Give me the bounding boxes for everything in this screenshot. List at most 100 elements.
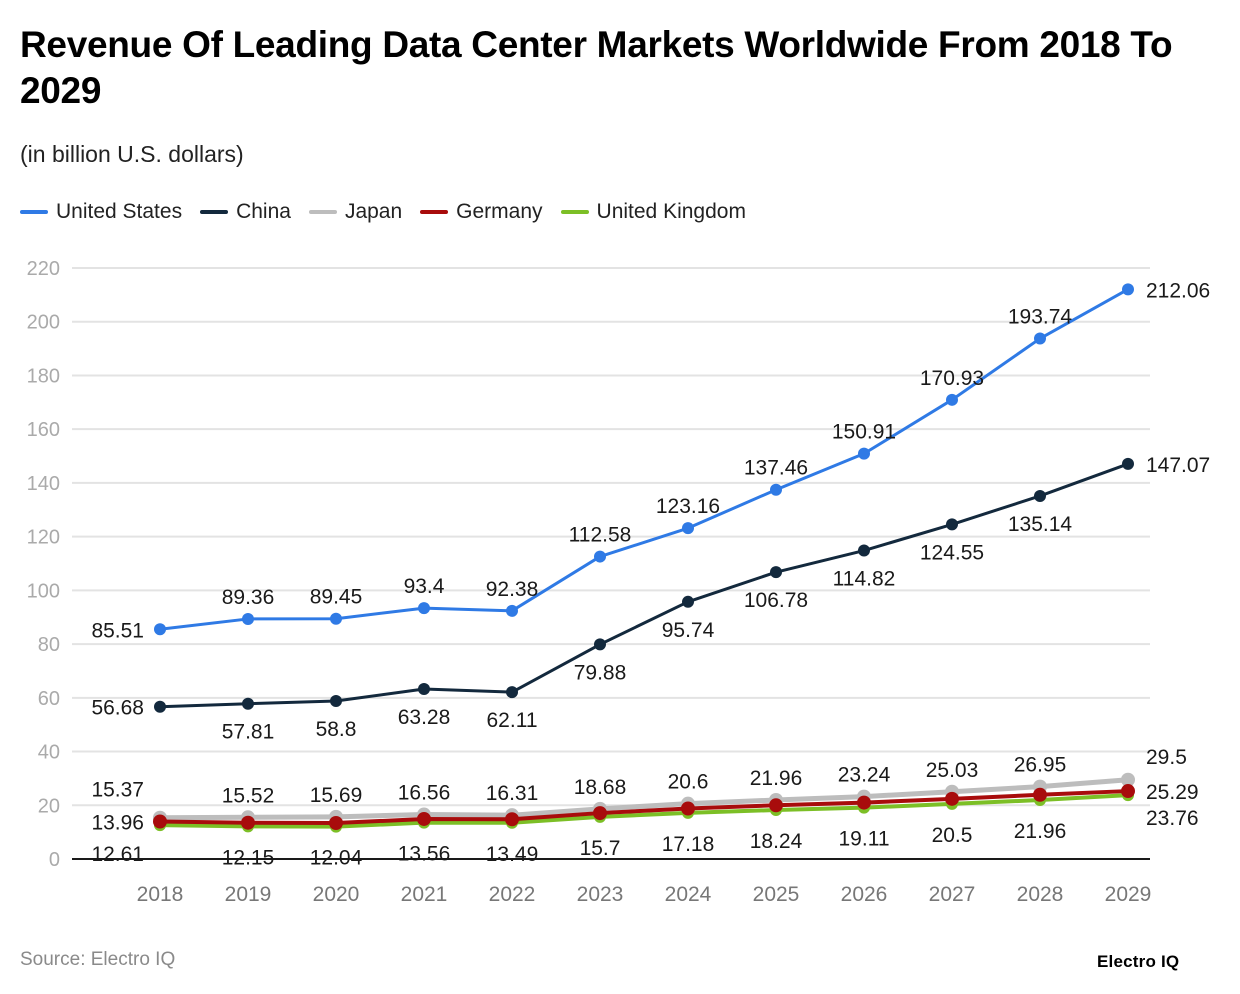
brand-logo: Electro IQ [1097, 952, 1180, 971]
data-point-germany[interactable] [153, 814, 167, 829]
series-germany [153, 784, 1135, 831]
y-axis-ticks: 0 20 40 60 80 100 120 140 160 180 200 220 [27, 258, 60, 871]
data-point-united-states[interactable] [506, 604, 518, 617]
data-label: 12.04 [310, 847, 363, 870]
data-point-china[interactable] [418, 683, 430, 696]
data-point-germany[interactable] [769, 798, 783, 813]
data-label: 106.78 [744, 589, 808, 612]
series-line-japan [159, 777, 1129, 821]
data-point-china[interactable] [154, 700, 166, 713]
data-point-germany[interactable] [505, 812, 519, 827]
legend-item-germany[interactable]: Germany [420, 200, 543, 224]
data-label: 170.93 [920, 367, 984, 390]
x-tick-label: 2024 [665, 883, 712, 906]
data-label: 85.51 [91, 619, 144, 642]
y-tick-label: 180 [27, 365, 60, 387]
data-label: 62.11 [487, 709, 538, 732]
data-label: 15.37 [91, 779, 144, 802]
legend-item-japan[interactable]: Japan [308, 200, 402, 224]
data-point-china[interactable] [1122, 457, 1134, 470]
legend-item-united-kingdom[interactable]: United Kingdom [560, 200, 746, 224]
data-point-china[interactable] [506, 686, 518, 699]
y-tick-label: 0 [49, 849, 60, 871]
data-label: 137.46 [744, 457, 808, 480]
x-axis-ticks: 2018 2019 2020 2021 2022 2023 2024 2025 2026 2027… [137, 883, 1152, 906]
data-point-united-states[interactable] [946, 393, 958, 406]
data-point-germany[interactable] [241, 815, 255, 830]
data-label: 26.95 [1014, 754, 1067, 777]
data-point-united-states[interactable] [154, 623, 166, 636]
x-tick-label: 2023 [577, 883, 624, 906]
data-point-germany[interactable] [1033, 787, 1047, 802]
source-note: Source: Electro IQ [20, 949, 176, 970]
data-label: 13.96 [91, 811, 144, 834]
data-label: 193.74 [1008, 306, 1073, 329]
y-tick-label: 120 [27, 527, 60, 549]
data-point-united-states[interactable] [1034, 332, 1046, 345]
series-lines [153, 283, 1135, 833]
data-point-germany[interactable] [681, 801, 695, 816]
data-label: 23.76 [1146, 807, 1199, 830]
data-label: 23.24 [838, 764, 891, 787]
data-point-germany[interactable] [857, 795, 871, 810]
data-point-united-states[interactable] [594, 550, 606, 563]
data-point-china[interactable] [682, 595, 694, 608]
legend-swatch-japan [308, 210, 337, 214]
data-label: 135.14 [1008, 513, 1073, 536]
x-tick-label: 2028 [1017, 883, 1064, 906]
legend-label: Germany [456, 200, 543, 223]
series-line-united-states [159, 288, 1129, 631]
data-point-united-states[interactable] [770, 483, 782, 496]
x-tick-label: 2019 [225, 883, 272, 906]
data-point-japan[interactable] [1121, 772, 1135, 787]
data-label: 13.56 [398, 843, 451, 866]
data-label: 114.82 [833, 568, 896, 591]
data-label: 124.55 [920, 541, 984, 564]
data-label: 56.68 [91, 697, 144, 720]
x-tick-label: 2029 [1105, 883, 1152, 906]
series-china [154, 457, 1134, 713]
data-label: 18.68 [574, 776, 627, 799]
x-tick-label: 2026 [841, 883, 888, 906]
data-label: 15.52 [222, 784, 275, 807]
data-label: 21.96 [1014, 820, 1067, 843]
data-label: 95.74 [662, 619, 715, 642]
data-point-united-states[interactable] [1122, 283, 1134, 296]
data-point-united-states[interactable] [858, 447, 870, 460]
data-label: 147.07 [1146, 454, 1210, 477]
data-point-china[interactable] [594, 638, 606, 651]
series-line-united-kingdom [159, 793, 1129, 829]
data-point-china[interactable] [330, 695, 342, 708]
data-point-united-states[interactable] [682, 522, 694, 535]
data-point-germany[interactable] [329, 816, 343, 831]
legend-swatch-china [200, 210, 229, 214]
data-point-china[interactable] [1034, 489, 1046, 502]
data-point-china[interactable] [858, 544, 870, 557]
data-point-germany[interactable] [593, 806, 607, 821]
y-tick-label: 40 [38, 742, 60, 764]
x-tick-label: 2025 [753, 883, 800, 906]
x-tick-label: 2018 [137, 883, 184, 906]
data-label: 112.58 [569, 524, 632, 547]
series-united-states [154, 283, 1134, 636]
data-label: 92.38 [486, 578, 539, 601]
data-point-united-states[interactable] [418, 602, 430, 615]
legend-item-united-states[interactable]: United States [20, 200, 182, 224]
series-line-germany [159, 789, 1129, 826]
data-point-united-states[interactable] [242, 612, 254, 625]
legend-item-china[interactable]: China [200, 200, 291, 224]
data-label: 19.11 [839, 828, 890, 851]
data-point-china[interactable] [946, 518, 958, 531]
data-point-china[interactable] [242, 697, 254, 710]
data-point-germany[interactable] [417, 811, 431, 826]
x-tick-label: 2022 [489, 883, 536, 906]
data-point-united-states[interactable] [330, 612, 342, 625]
legend-label: China [236, 200, 291, 223]
data-point-germany[interactable] [1121, 784, 1135, 799]
legend-label: United States [56, 200, 183, 223]
data-point-germany[interactable] [945, 791, 959, 806]
gridlines [72, 267, 1150, 860]
data-label: 12.61 [91, 843, 144, 866]
data-point-china[interactable] [770, 566, 782, 579]
